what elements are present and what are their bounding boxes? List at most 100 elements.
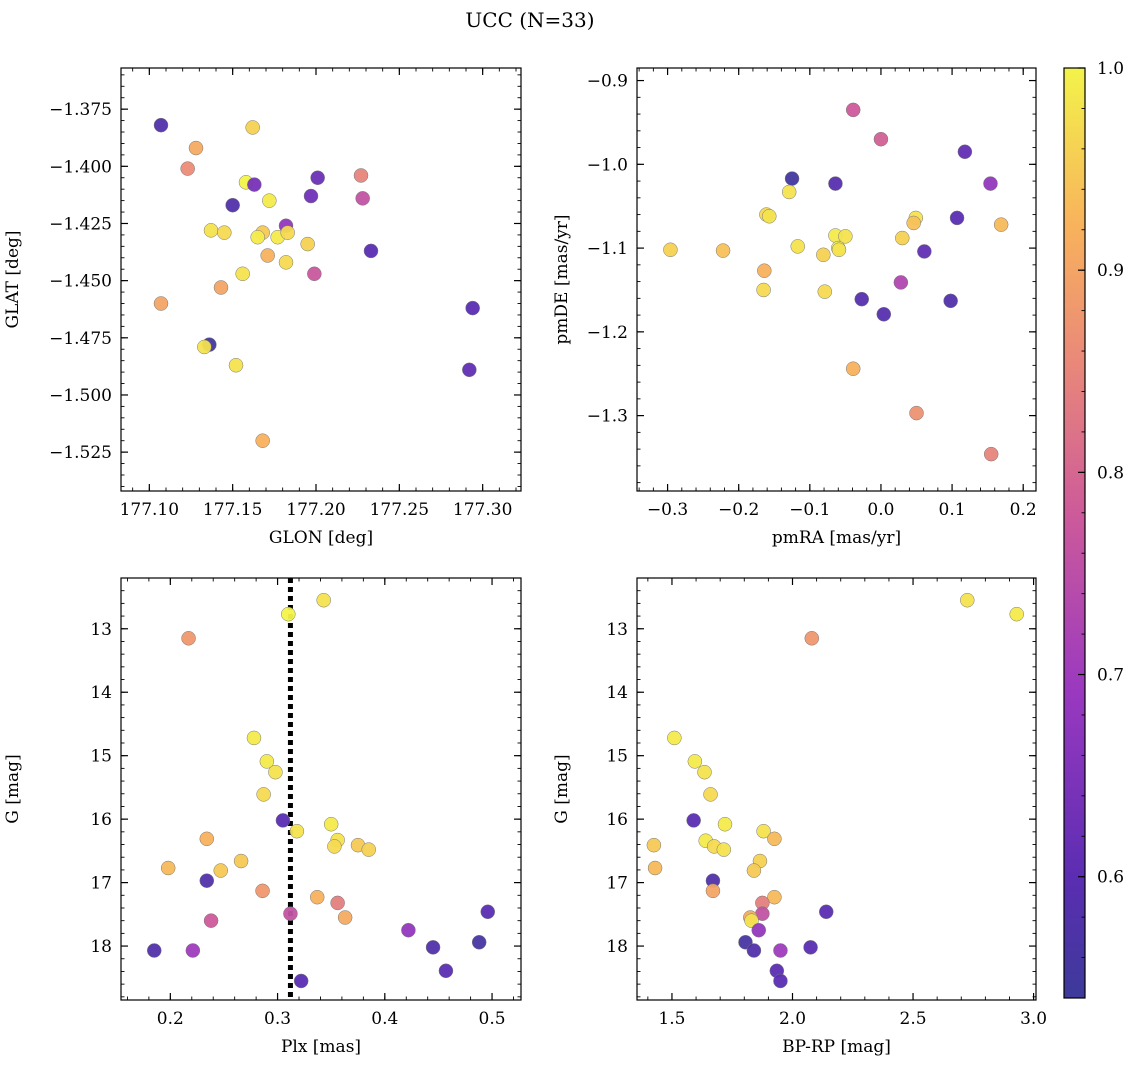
- x-tick-label: −0.2: [718, 500, 759, 520]
- scatter-point: [213, 280, 229, 295]
- y-tick-label: −0.9: [587, 72, 628, 92]
- scatter-point: [819, 904, 834, 920]
- y-tick-label: −1.450: [49, 272, 112, 292]
- scatter-point: [686, 813, 701, 828]
- scatter-point: [203, 223, 219, 238]
- y-tick-label: 15: [606, 747, 628, 767]
- scatter-point: [323, 816, 339, 832]
- scatter-point: [876, 307, 892, 322]
- x-tick-label: 177.15: [203, 500, 262, 520]
- colorbar-tick-label: 0.7: [1097, 666, 1124, 686]
- scatter-point: [462, 362, 477, 378]
- scatter-point: [831, 242, 847, 258]
- axes-frame: [636, 67, 1037, 492]
- scatter-point: [153, 117, 169, 133]
- y-tick-label: 13: [90, 620, 112, 640]
- scatter-point: [647, 860, 663, 876]
- scatter-point: [1009, 606, 1024, 622]
- y-tick-label: −1.3: [587, 407, 628, 427]
- y-tick-label: 18: [606, 937, 628, 957]
- scatter-point: [943, 293, 958, 309]
- scatter-point: [353, 168, 369, 183]
- scatter-point: [873, 131, 889, 147]
- scatter-point: [465, 300, 480, 316]
- scatter-point: [363, 243, 379, 259]
- x-tick-label: 177.10: [120, 500, 179, 520]
- scatter-point: [268, 764, 283, 780]
- scatter-point: [246, 730, 262, 746]
- scatter-point: [895, 230, 910, 246]
- y-axis-label: pmDE [mas/yr]: [552, 214, 572, 344]
- x-tick-label: 0.5: [479, 1009, 506, 1029]
- scatter-point: [663, 242, 678, 258]
- x-tick-label: 0.1: [939, 500, 966, 520]
- y-axis-label: G [mag]: [3, 754, 23, 823]
- scatter-point: [471, 935, 487, 950]
- scatter-point: [228, 357, 244, 373]
- scatter-point: [355, 191, 370, 206]
- scatter-point: [480, 904, 496, 920]
- scatter-point: [280, 225, 295, 240]
- scatter-panel-4: 1.5 2.0 2.5 3.0 13 14 15 16 17 18 BP-RP [mag] G [ma…: [552, 577, 1047, 1057]
- scatter-point: [646, 837, 662, 853]
- colorbar-tick-label: 0.6: [1097, 868, 1124, 888]
- scatter-point: [233, 853, 249, 869]
- scatter-point: [281, 606, 296, 622]
- scatter-point: [235, 266, 250, 282]
- scatter-point: [213, 863, 228, 878]
- scatter-point: [217, 225, 232, 240]
- scatter-point: [256, 787, 271, 802]
- scatter-point: [703, 787, 718, 802]
- scatter-point: [784, 171, 800, 186]
- scatter-point: [687, 754, 703, 769]
- y-axis-label: G [mag]: [552, 754, 572, 823]
- scatter-point: [854, 291, 869, 307]
- scatter-point: [804, 631, 820, 646]
- y-tick-label: 15: [90, 747, 112, 767]
- y-tick-label: −1.500: [49, 386, 112, 406]
- scatter-point: [828, 176, 843, 191]
- x-tick-label: 1.5: [658, 1009, 685, 1029]
- scatter-point: [307, 266, 322, 282]
- scatter-point: [781, 184, 797, 200]
- scatter-point: [983, 446, 999, 462]
- scatter-point: [245, 120, 260, 135]
- scatter-point: [181, 631, 196, 646]
- x-tick-label: 177.25: [370, 500, 429, 520]
- scatter-point: [337, 910, 353, 925]
- y-tick-label: −1.475: [49, 329, 112, 349]
- x-axis-label: pmRA [mas/yr]: [772, 528, 901, 548]
- scatter-point: [197, 339, 212, 355]
- y-tick-label: −1.2: [587, 323, 628, 343]
- y-tick-label: −1.525: [49, 443, 112, 463]
- x-tick-label: 0.0: [867, 500, 894, 520]
- scatter-point: [275, 813, 291, 828]
- scatter-point: [909, 405, 924, 421]
- scatter-point: [255, 433, 270, 448]
- scatter-point: [667, 730, 682, 746]
- x-tick-label: 2.0: [779, 1009, 806, 1029]
- scatter-point: [303, 188, 319, 204]
- scatter-point: [438, 963, 454, 979]
- scatter-point: [425, 940, 441, 955]
- scatter-point: [180, 161, 195, 176]
- scatter-point: [146, 943, 162, 958]
- figure-title: UCC (N=33): [465, 8, 594, 32]
- scatter-point: [300, 236, 315, 252]
- scatter-point: [756, 823, 771, 839]
- x-tick-label: 177.30: [453, 500, 512, 520]
- scatter-point: [225, 197, 240, 213]
- scatter-point: [283, 906, 298, 921]
- y-tick-label: 14: [606, 683, 628, 703]
- scatter-point: [746, 943, 762, 958]
- scatter-point: [838, 229, 853, 244]
- x-axis-label: Plx [mas]: [281, 1037, 361, 1057]
- scatter-point: [250, 229, 265, 245]
- scatter-point: [717, 816, 733, 832]
- scatter-point: [767, 831, 782, 847]
- scatter-point: [697, 764, 712, 780]
- scatter-point: [767, 889, 782, 905]
- scatter-point: [751, 922, 766, 938]
- scatter-point: [199, 831, 215, 847]
